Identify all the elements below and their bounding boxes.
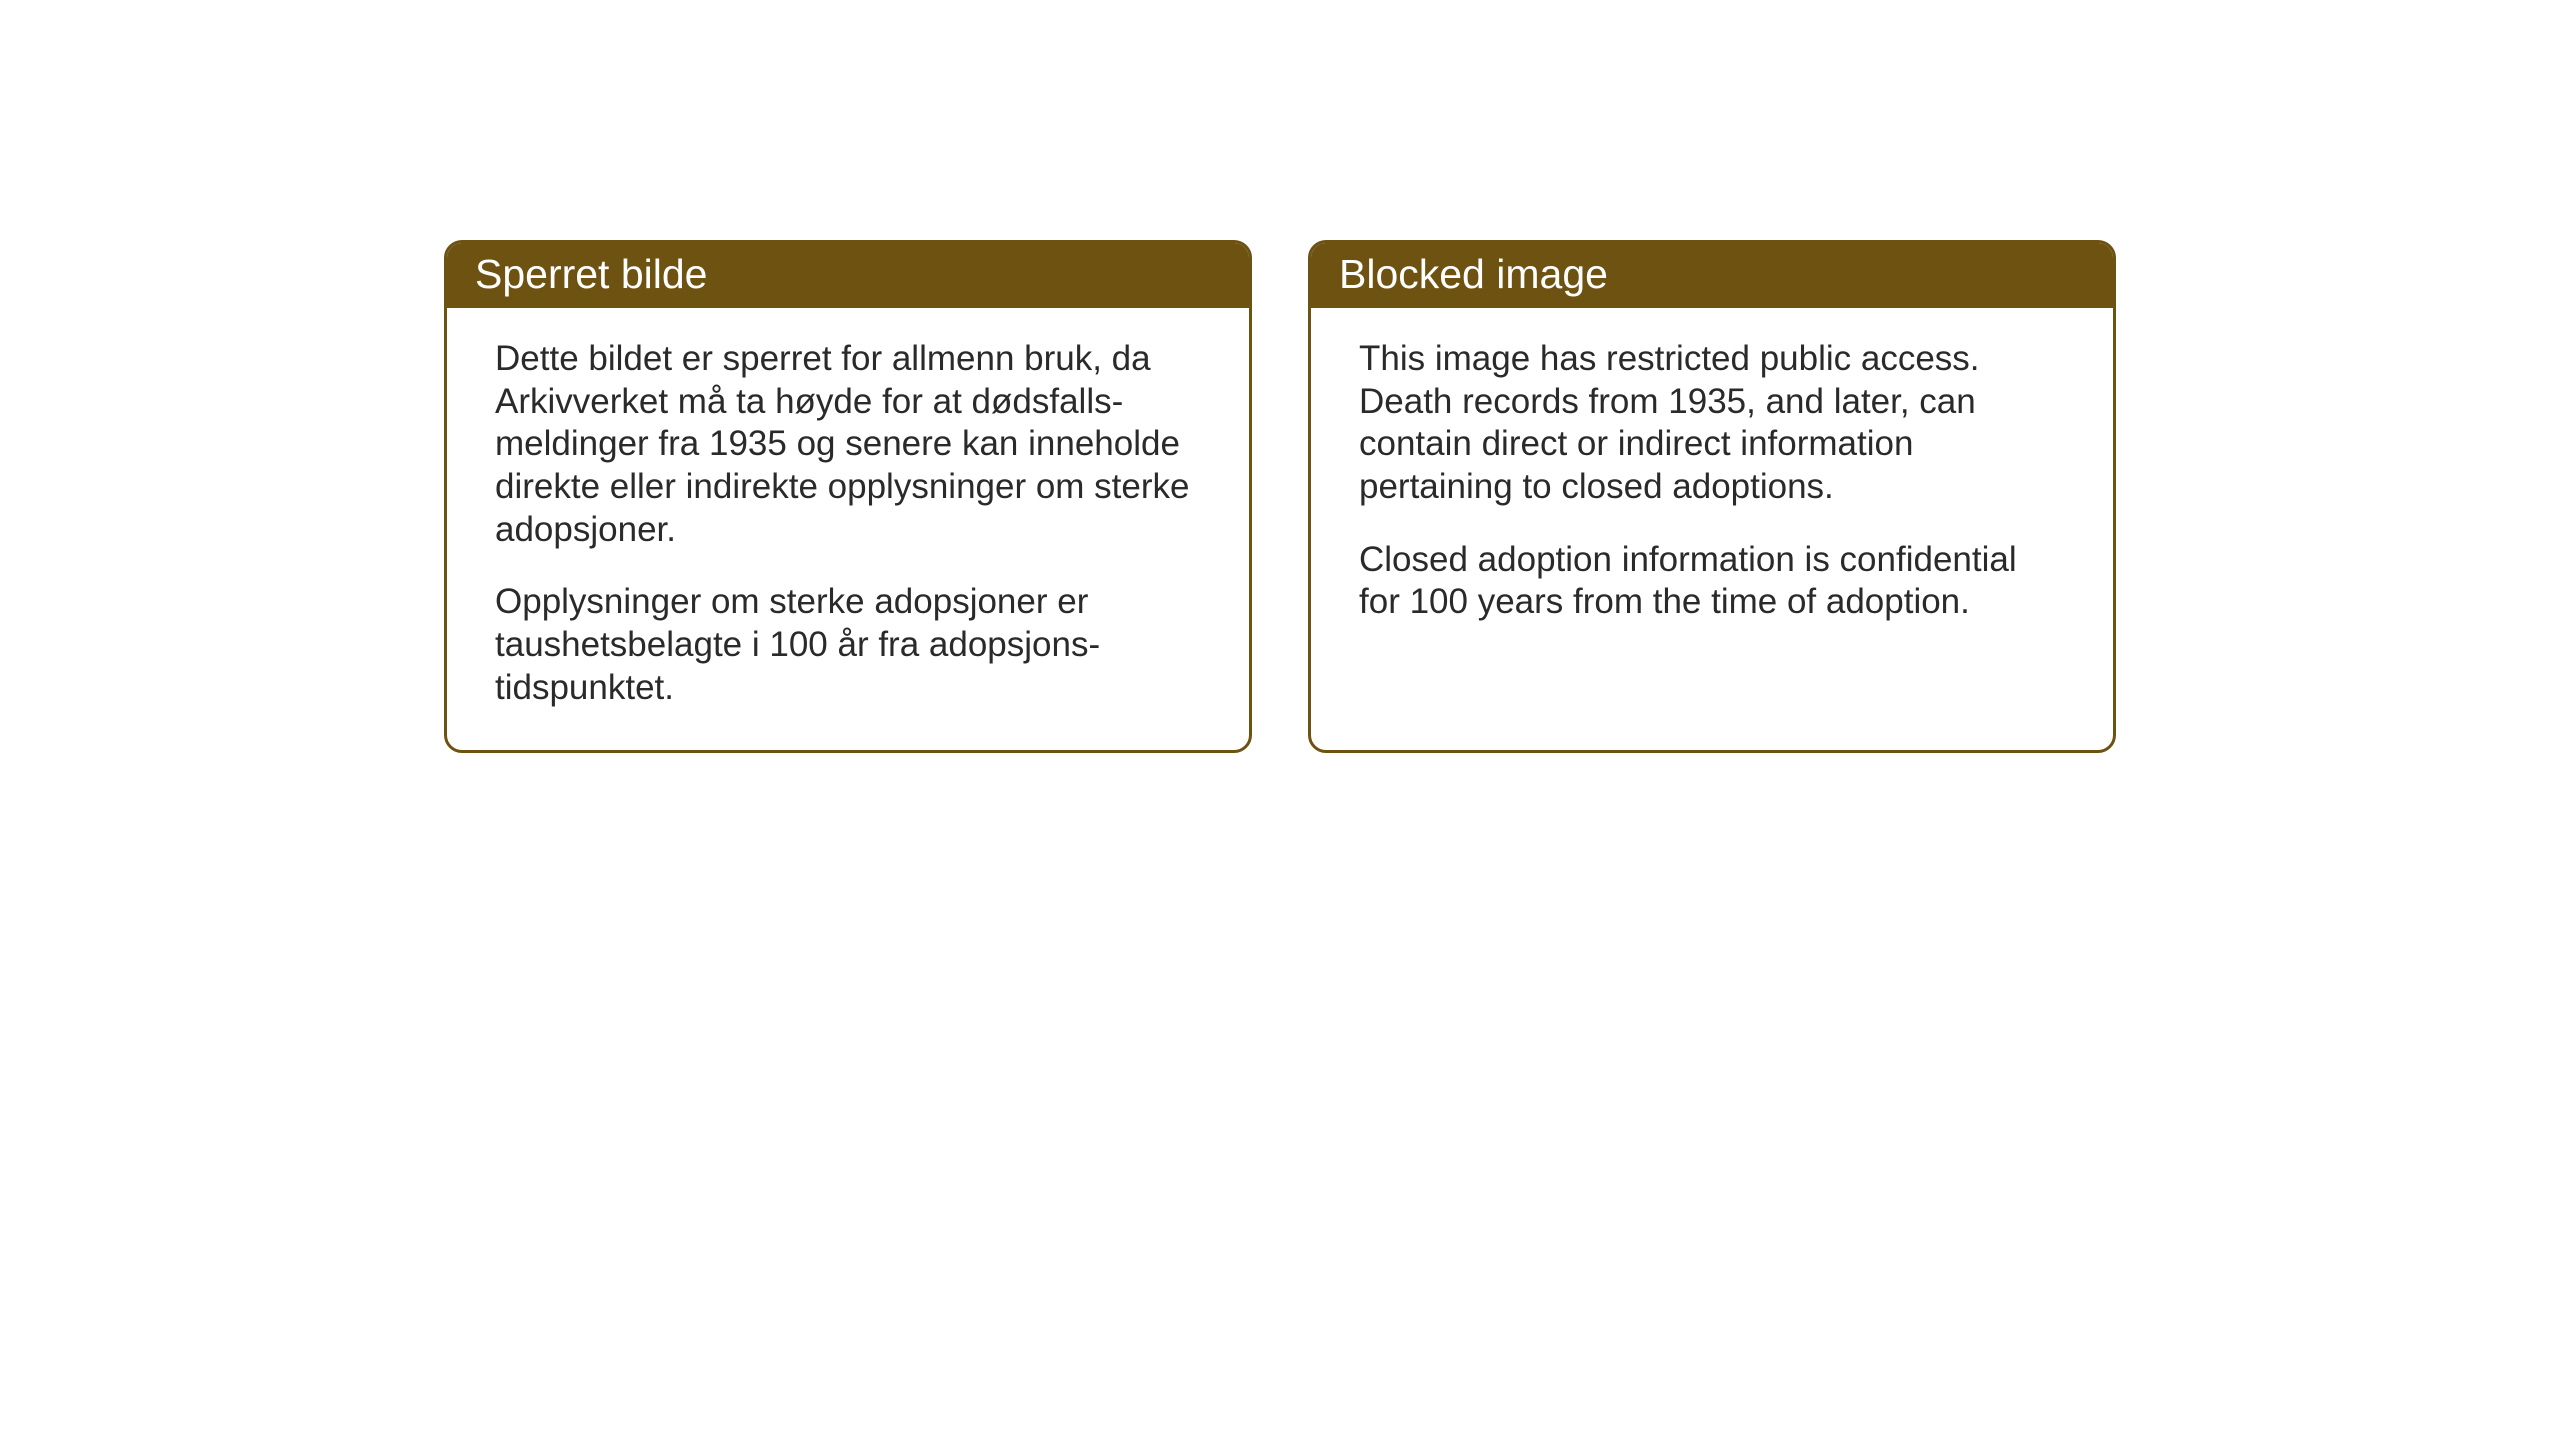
notice-container: Sperret bilde Dette bildet er sperret fo… — [444, 240, 2116, 753]
card-paragraph-2-norwegian: Opplysninger om sterke adopsjoner er tau… — [495, 581, 1201, 709]
card-body-english: This image has restricted public access.… — [1311, 308, 2113, 664]
card-header-norwegian: Sperret bilde — [447, 243, 1249, 308]
notice-card-norwegian: Sperret bilde Dette bildet er sperret fo… — [444, 240, 1252, 753]
card-title-norwegian: Sperret bilde — [475, 251, 707, 297]
card-header-english: Blocked image — [1311, 243, 2113, 308]
card-paragraph-2-english: Closed adoption information is confident… — [1359, 539, 2065, 624]
notice-card-english: Blocked image This image has restricted … — [1308, 240, 2116, 753]
card-body-norwegian: Dette bildet er sperret for allmenn bruk… — [447, 308, 1249, 750]
card-paragraph-1-english: This image has restricted public access.… — [1359, 338, 2065, 509]
card-title-english: Blocked image — [1339, 251, 1608, 297]
card-paragraph-1-norwegian: Dette bildet er sperret for allmenn bruk… — [495, 338, 1201, 551]
